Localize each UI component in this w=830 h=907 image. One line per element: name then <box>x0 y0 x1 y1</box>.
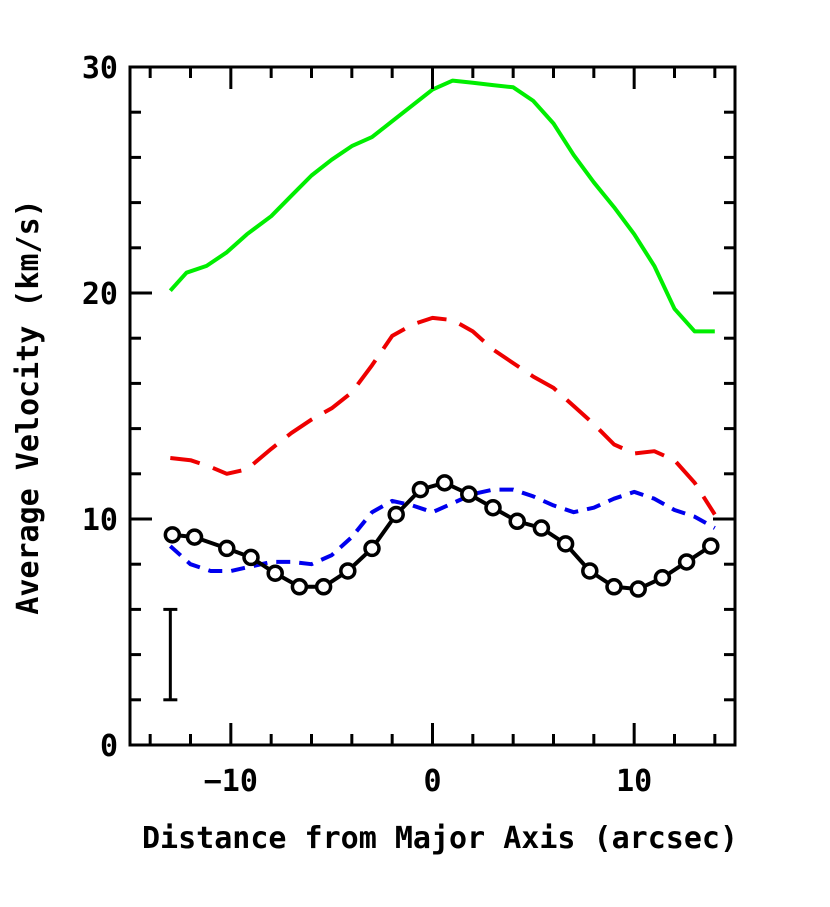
y-tick-labels: 0 10 20 30 <box>82 51 118 764</box>
x-tick-label: −10 <box>204 764 258 799</box>
series-4-point <box>218 539 236 558</box>
error-bar <box>163 607 178 702</box>
y-tick-label: 10 <box>82 503 118 538</box>
axes-frame <box>128 65 737 747</box>
y-tick-label: 30 <box>82 51 118 86</box>
y-axis-label: Average Velocity (km/s) <box>11 199 46 614</box>
series-4-point <box>290 578 309 596</box>
series-4-point <box>653 569 672 587</box>
y-tick-label: 0 <box>100 729 118 764</box>
x-axis-label: Distance from Major Axis (arcsec) <box>142 821 738 856</box>
series-4-point <box>185 528 204 546</box>
series-4-point <box>702 537 720 555</box>
y-tick-label: 20 <box>82 277 118 312</box>
series-4-point <box>387 505 405 524</box>
series-4-point <box>556 535 575 553</box>
series-line-2 <box>170 315 717 516</box>
series-4-point <box>605 578 623 596</box>
series-4-point <box>242 548 260 567</box>
plot-frame <box>128 65 737 747</box>
series-4-point <box>532 519 551 537</box>
series-4-point <box>460 485 478 503</box>
series-4-point <box>266 564 284 582</box>
series-4-point <box>581 562 599 580</box>
plot-series <box>163 78 720 598</box>
series-4-point <box>163 526 182 544</box>
series-4-point <box>314 578 333 596</box>
x-tick-label: 10 <box>616 764 652 799</box>
series-4-point <box>363 539 381 558</box>
x-tick-labels: −10 0 10 <box>204 764 652 799</box>
series-4-point <box>508 512 526 531</box>
series-4-point <box>435 474 454 492</box>
series-4-point <box>677 553 696 571</box>
x-tick-label: 0 <box>423 764 441 799</box>
series-4-point <box>484 498 502 517</box>
series-4-point <box>629 580 647 598</box>
series-4-point <box>411 480 430 499</box>
tick-marks <box>130 67 735 745</box>
series-line-4 <box>172 480 712 592</box>
series-4-point <box>339 562 357 580</box>
series-line-1 <box>168 78 715 334</box>
